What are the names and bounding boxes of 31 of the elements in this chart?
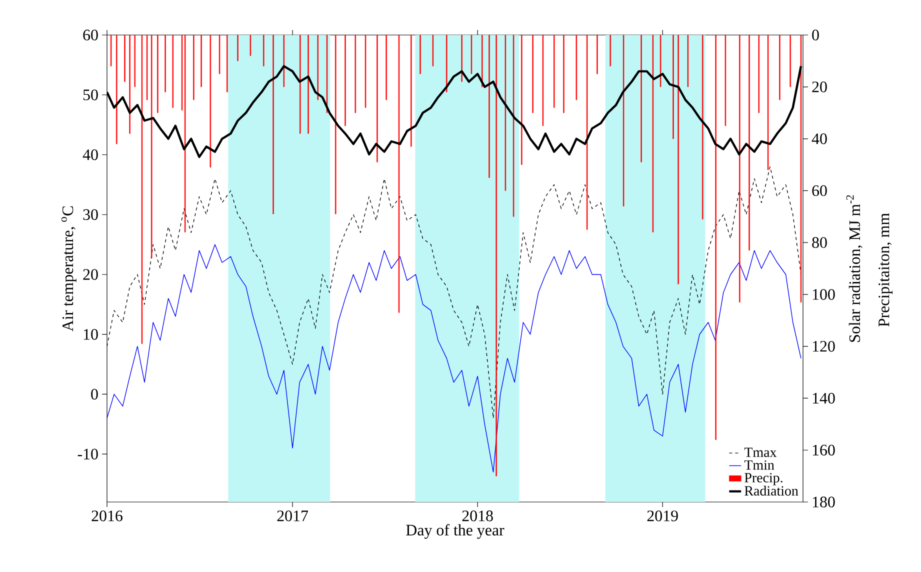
- y2-axis-title: Solar radiation, MJ m$^{-2}$: [846, 195, 862, 342]
- y-tick-label: 0: [91, 388, 98, 400]
- y2-tick-label: 60: [812, 185, 827, 196]
- y2-tick-label: 140: [812, 392, 835, 404]
- x-axis-title: Day of the year: [406, 524, 504, 539]
- x-tick-label: 2017: [277, 510, 308, 522]
- y-tick-label: 20: [83, 269, 98, 280]
- y-tick-label: 10: [84, 328, 98, 340]
- y-tick-label: -10: [78, 448, 98, 460]
- y-tick-label: 40: [82, 149, 98, 160]
- line-series: [107, 244, 802, 472]
- x-tick-label: 2016: [92, 510, 122, 522]
- y-tick-label: 60: [83, 30, 98, 40]
- y2-tick-label: 40: [812, 133, 827, 144]
- y2-tick-label: 180: [812, 496, 835, 508]
- y-axis-title: Air temperature, $^{o}$C: [62, 206, 76, 332]
- y2-tick-label: 20: [812, 82, 827, 92]
- y2-tick-label: 160: [812, 444, 835, 456]
- legend-label: Tmax: [744, 448, 777, 458]
- y2-tick-label: 120: [812, 340, 835, 352]
- y2-tick-label: 0: [812, 30, 819, 40]
- text: Precipitaiton, mm: [878, 213, 892, 327]
- legend-label: Tmin: [744, 460, 774, 470]
- x-tick-label: 2019: [647, 510, 678, 522]
- legend-label: Radiation: [744, 486, 798, 496]
- x-tick-label: 2018: [462, 510, 493, 522]
- y2-tick-label: 100: [812, 289, 835, 300]
- y-tick-label: 50: [83, 90, 98, 100]
- legend-label: Precip.: [744, 473, 782, 486]
- y2-tick-label: 80: [812, 237, 827, 248]
- y-tick-label: 30: [83, 209, 98, 220]
